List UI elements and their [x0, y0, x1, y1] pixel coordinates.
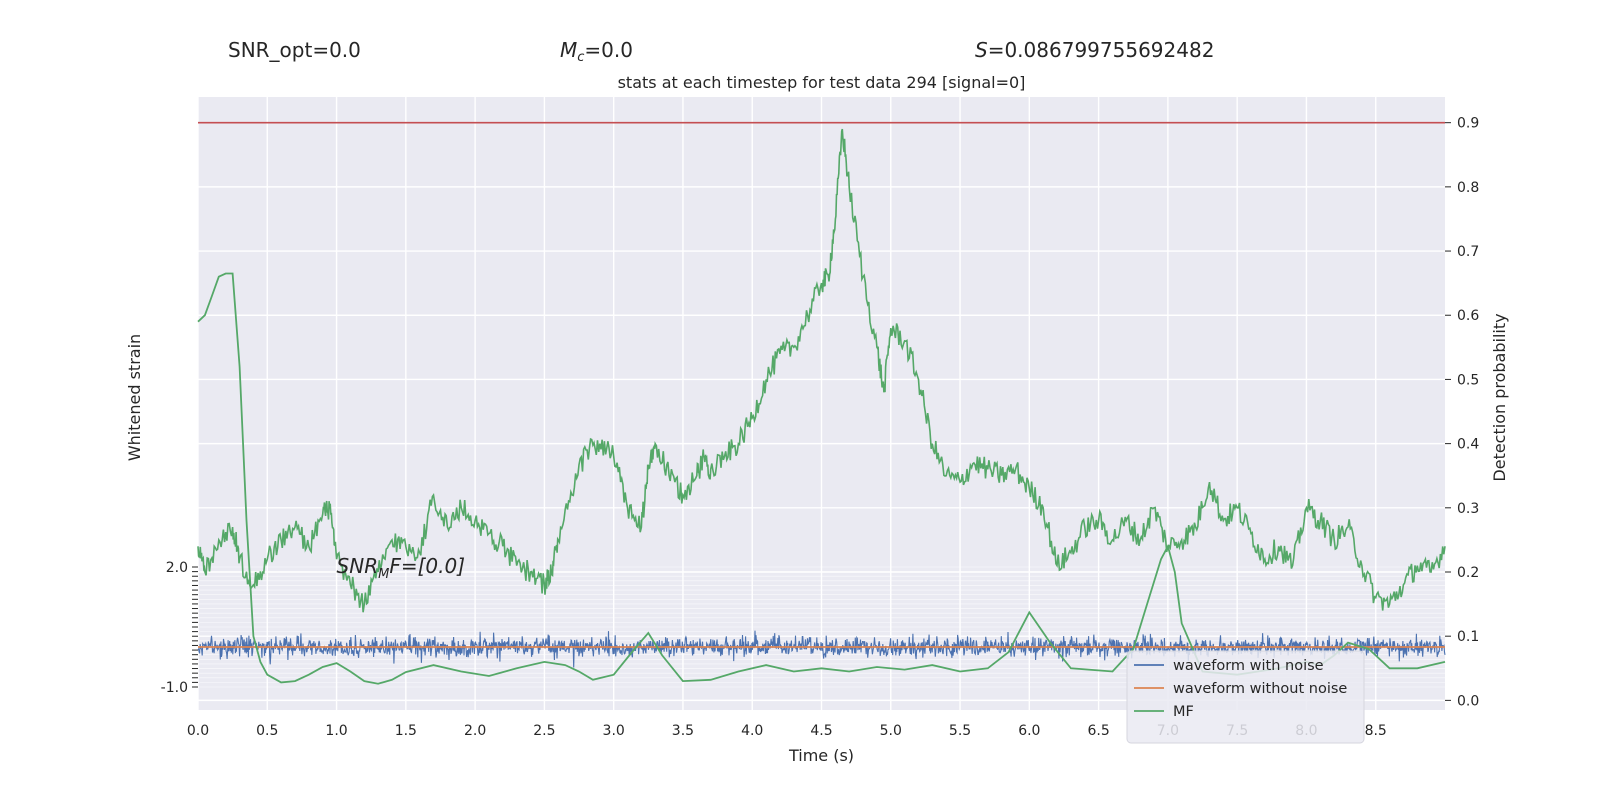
mf-line	[197, 272, 1446, 685]
x-tick-label: 5.5	[949, 723, 971, 739]
snr-mf-annotation: SNRMF=[0.0]	[337, 554, 465, 582]
s-stat-label: S=0.086799755692482	[975, 38, 1214, 62]
x-tick-label: 8.5	[1365, 723, 1387, 739]
snr-mf-subscript: M	[378, 567, 389, 582]
y-tick-label: 0.1	[1457, 629, 1479, 645]
legend-entry: waveform with noise	[1173, 658, 1324, 674]
y-tick-label: 0.4	[1457, 437, 1479, 453]
y-tick-label: 0.7	[1457, 244, 1479, 260]
chart-title: stats at each timestep for test data 294…	[618, 73, 1026, 92]
grid-lines	[197, 97, 1445, 710]
x-tick-label: 2.0	[464, 723, 486, 739]
snr-mf-value: F=[0.0]	[389, 554, 465, 578]
legend-entry: waveform without noise	[1173, 681, 1347, 697]
x-tick-label: 3.5	[672, 723, 694, 739]
snr-opt-label: SNR_opt=0.0	[228, 38, 361, 62]
x-tick-label: 1.0	[325, 723, 347, 739]
left-axis: -1.0 2.0	[161, 560, 1445, 696]
s-value: =0.086799755692482	[987, 38, 1215, 62]
y-tick-label: 0.2	[1457, 565, 1479, 581]
chirp-mass-label: Mc=0.0	[560, 38, 633, 65]
right-axis-label: Detection probability	[1490, 313, 1509, 481]
legend-entry: MF	[1173, 704, 1194, 720]
detection-probability-line	[197, 128, 1446, 613]
s-symbol: S	[975, 38, 988, 62]
right-axis-ticks: 0.0 0.1 0.2 0.3 0.4 0.5 0.6 0.7 0.8 0.9	[1445, 116, 1479, 709]
left-axis-label: Whitened strain	[125, 334, 144, 461]
mc-symbol: M	[560, 38, 578, 62]
y-tick-label: 0.0	[1457, 693, 1479, 709]
x-tick-label: 1.5	[395, 723, 417, 739]
waveform-layer	[197, 630, 1446, 668]
x-tick-label: 4.5	[810, 723, 832, 739]
y-tick-label: 0.9	[1457, 116, 1479, 132]
x-tick-label: 0.5	[256, 723, 278, 739]
x-tick-label: 5.0	[880, 723, 902, 739]
x-tick-label: 6.5	[1087, 723, 1109, 739]
x-axis-label: Time (s)	[788, 746, 854, 765]
snr-mf-symbol: SNR	[337, 554, 379, 578]
x-tick-label: 0.0	[187, 723, 209, 739]
legend-box	[1126, 650, 1365, 744]
x-tick-label: 4.0	[741, 723, 763, 739]
x-tick-label: 6.0	[1018, 723, 1040, 739]
left-tick-label: 2.0	[166, 560, 188, 576]
x-tick-label: 2.5	[533, 723, 555, 739]
mc-subscript: c	[577, 50, 585, 65]
line-series-layer	[197, 121, 1446, 685]
y-tick-label: 0.6	[1457, 308, 1479, 324]
y-tick-label: 0.3	[1457, 501, 1479, 517]
y-tick-label: 0.5	[1457, 372, 1479, 388]
left-tick-label: -1.0	[161, 680, 188, 696]
waveform-with-noise-line	[197, 630, 1446, 668]
y-tick-label: 0.8	[1457, 180, 1479, 196]
x-tick-label: 3.0	[603, 723, 625, 739]
chart-legend: waveform with noise waveform without nois…	[1126, 650, 1365, 744]
mc-value: =0.0	[584, 38, 633, 62]
